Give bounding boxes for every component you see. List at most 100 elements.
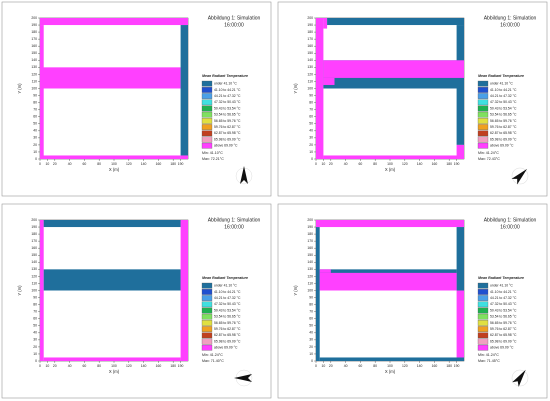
- time: 16:00:00: [500, 22, 520, 28]
- north-needle: [512, 369, 526, 387]
- legend-swatch: [201, 93, 213, 99]
- legend-title: Mean Radiant Temperature: [202, 74, 248, 78]
- x-tick-label: 0: [315, 364, 317, 368]
- legend-swatch: [477, 93, 489, 99]
- x-tick-label: 40: [344, 162, 348, 166]
- legend-swatch: [201, 289, 213, 295]
- y-tick-label: 90: [309, 295, 313, 299]
- legend-swatch: [477, 87, 489, 93]
- y-tick-label: 100: [31, 86, 37, 90]
- y-tick-label: 200: [307, 16, 313, 20]
- y-tick-label: 0: [35, 359, 37, 363]
- y-tick-label: 0: [311, 359, 313, 363]
- y-tick-label: 170: [307, 239, 313, 243]
- legend-label: 65.98 to 69.09 °C: [490, 137, 517, 141]
- legend-swatch: [201, 307, 213, 314]
- map-cell: [323, 60, 464, 78]
- legend-swatch: [477, 282, 489, 289]
- legend-label: under 41.10 °C: [490, 82, 513, 86]
- legend-swatch: [201, 99, 213, 106]
- y-tick-label: 80: [33, 302, 37, 306]
- y-tick-label: 10: [309, 150, 313, 154]
- legend-swatch: [201, 111, 213, 118]
- x-axis-label: X (m): [385, 167, 396, 172]
- legend-swatch: [477, 80, 489, 87]
- legend-swatch: [201, 118, 213, 124]
- map-cell: [180, 25, 188, 156]
- x-tick-label: 100: [111, 364, 117, 368]
- map-cell: [43, 357, 181, 361]
- legend-label: 44.21 to 47.32 °C: [214, 296, 241, 300]
- map-cell: [323, 77, 335, 85]
- y-tick-label: 110: [308, 281, 314, 285]
- x-tick-label: 80: [97, 162, 101, 166]
- panel: 0102030405060708090100110120130140150160…: [1, 1, 272, 197]
- x-tick-label: 100: [387, 162, 393, 166]
- map-cell: [319, 357, 464, 361]
- x-tick-label: 0: [39, 162, 41, 166]
- y-tick-label: 40: [309, 129, 313, 133]
- legend-swatch: [477, 326, 489, 332]
- y-tick-label: 50: [309, 324, 313, 328]
- y-tick-label: 40: [33, 129, 37, 133]
- legend-swatch: [477, 332, 489, 339]
- y-tick-label: 50: [33, 324, 37, 328]
- y-tick-label: 30: [33, 136, 37, 140]
- legend-label: 53.54 to 56.65 °C: [490, 315, 517, 319]
- legend-label: 47.32 to 50.43 °C: [490, 100, 517, 104]
- y-tick-label: 30: [33, 338, 37, 342]
- time: 16:00:00: [224, 224, 244, 230]
- north-arrow: [511, 167, 529, 185]
- x-tick-label: 0: [315, 162, 317, 166]
- legend-label: above 69.09 °C: [490, 144, 514, 148]
- x-tick-label: 40: [68, 364, 72, 368]
- x-tick-label: 120: [402, 162, 408, 166]
- legend-title: Mean Radiant Temperature: [478, 74, 524, 78]
- time: 16:00:00: [500, 224, 520, 230]
- x-tick-label: 160: [432, 364, 438, 368]
- y-tick-label: 150: [31, 51, 37, 55]
- legend-label: 53.54 to 56.65 °C: [214, 315, 241, 319]
- y-tick-label: 150: [307, 51, 313, 55]
- x-tick-label: 60: [359, 162, 363, 166]
- x-tick-label: 100: [111, 162, 117, 166]
- legend-swatch: [477, 344, 489, 351]
- map-cell: [319, 272, 457, 291]
- legend-swatch: [201, 326, 213, 332]
- legend-swatch: [201, 295, 213, 301]
- panel: 0102030405060708090100110120130140150160…: [1, 203, 272, 399]
- legend-swatch: [477, 124, 489, 130]
- legend-swatch: [477, 136, 489, 143]
- legend-label: 41.10 to 44.21 °C: [490, 290, 517, 294]
- legend-swatch: [477, 307, 489, 314]
- y-tick-label: 130: [31, 267, 37, 271]
- y-tick-label: 60: [309, 115, 313, 119]
- map-cell: [40, 18, 188, 26]
- y-tick-label: 180: [31, 232, 37, 236]
- legend-swatch: [477, 320, 489, 326]
- y-tick-label: 20: [33, 345, 37, 349]
- y-tick-label: 30: [309, 338, 313, 342]
- x-tick-label: 40: [344, 364, 348, 368]
- legend-title: Mean Radiant Temperature: [478, 276, 524, 280]
- y-tick-label: 30: [309, 136, 313, 140]
- map-cell: [316, 227, 320, 361]
- map-cell: [40, 220, 44, 361]
- legend-swatch: [477, 105, 489, 112]
- min-value: Min: 41.24°C: [478, 353, 499, 357]
- x-tick-label: 180: [170, 364, 176, 368]
- y-axis-label: Y (m): [17, 285, 22, 296]
- min-value: Min: 41.10°C: [202, 151, 223, 155]
- x-tick-label: 160: [432, 162, 438, 166]
- y-tick-label: 160: [307, 44, 313, 48]
- legend-label: 44.21 to 47.32 °C: [490, 296, 517, 300]
- y-tick-label: 70: [309, 108, 313, 112]
- y-tick-label: 120: [31, 72, 37, 76]
- legend-label: 62.87 to 65.98 °C: [214, 333, 241, 337]
- legend-swatch: [477, 289, 489, 295]
- x-tick-label: 180: [446, 162, 452, 166]
- x-tick-label: 40: [68, 162, 72, 166]
- y-tick-label: 130: [307, 65, 313, 69]
- y-tick-label: 140: [307, 260, 313, 264]
- map-cell: [180, 155, 188, 159]
